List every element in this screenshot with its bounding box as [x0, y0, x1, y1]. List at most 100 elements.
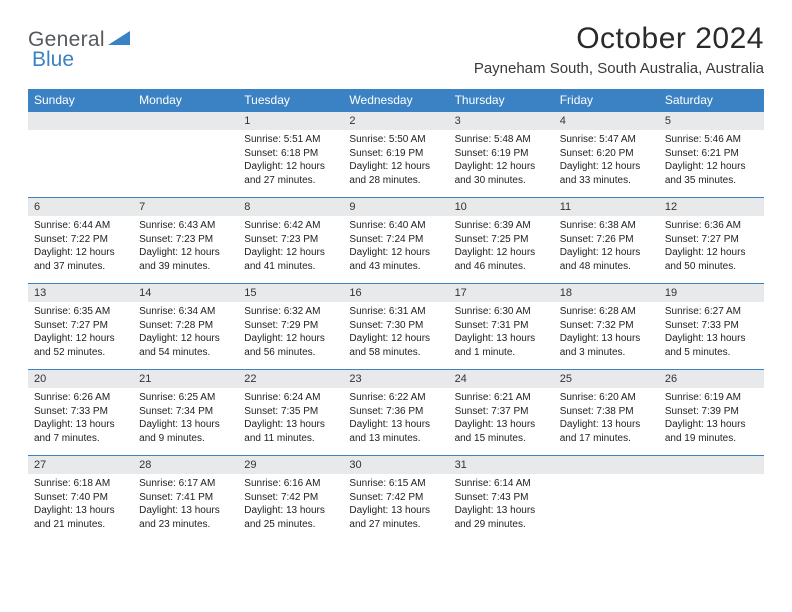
day-details: Sunrise: 5:51 AMSunset: 6:18 PMDaylight:… [238, 130, 343, 193]
day-number: 13 [28, 283, 133, 302]
day-number: 30 [343, 455, 448, 474]
sunrise-line: Sunrise: 6:15 AM [349, 478, 425, 489]
sunset-line: Sunset: 7:28 PM [139, 320, 213, 331]
sunrise-line: Sunrise: 6:40 AM [349, 220, 425, 231]
day-number: 25 [554, 369, 659, 388]
day-number: 11 [554, 197, 659, 216]
day-details: Sunrise: 6:44 AMSunset: 7:22 PMDaylight:… [28, 216, 133, 279]
day-details: Sunrise: 6:15 AM Sunset: 7:42 PM Daylight:… [343, 474, 448, 537]
calendar-day-cell: 21Sunrise: 6:25 AMSunset: 7:34 PMDayligh… [133, 369, 238, 455]
daylight-line: Daylight: 12 hours and 37 minutes. [34, 247, 115, 272]
daylight-line: Daylight: 13 hours and 15 minutes. [455, 419, 536, 444]
sunset-line: Sunset: 7:24 PM [349, 234, 423, 245]
sunset-line: Sunset: 7:31 PM [455, 320, 529, 331]
calendar-week-row: 27Sunrise: 6:18 AMSunset: 7:40 PMDayligh… [28, 455, 764, 541]
day-number: 17 [449, 283, 554, 302]
sunset-line: Sunset: 7:27 PM [665, 234, 739, 245]
daylight-line: Daylight: 12 hours and 27 minutes. [244, 161, 325, 186]
sunrise-line: Sunrise: 6:17 AM [139, 478, 215, 489]
calendar-day-cell: 9Sunrise: 6:40 AMSunset: 7:24 PMDaylight… [343, 197, 448, 283]
day-number: 2 [343, 111, 448, 130]
daylight-line: Daylight: 13 hours and 7 minutes. [34, 419, 115, 444]
daylight-line: Daylight: 12 hours and 54 minutes. [139, 333, 220, 358]
sunset-line: Sunset: 7:25 PM [455, 234, 529, 245]
daylight-line: Daylight: 12 hours and 39 minutes. [139, 247, 220, 272]
day-details: Sunrise: 6:28 AMSunset: 7:32 PMDaylight:… [554, 302, 659, 365]
day-number: 3 [449, 111, 554, 130]
sunrise-line: Sunrise: 6:24 AM [244, 392, 320, 403]
sunset-line: Sunset: 7:23 PM [244, 234, 318, 245]
sunrise-line: Sunrise: 6:26 AM [34, 392, 110, 403]
daylight-line: Daylight: 13 hours and 27 minutes. [349, 505, 430, 530]
calendar-day-cell: 28Sunrise: 6:17 AMSunset: 7:41 PMDayligh… [133, 455, 238, 541]
day-number: 18 [554, 283, 659, 302]
sunrise-line: Sunrise: 6:18 AM [34, 478, 110, 489]
daylight-line: Daylight: 13 hours and 13 minutes. [349, 419, 430, 444]
calendar-day-cell: 15Sunrise: 6:32 AMSunset: 7:29 PMDayligh… [238, 283, 343, 369]
calendar-body: 1Sunrise: 5:51 AMSunset: 6:18 PMDaylight… [28, 111, 764, 541]
page-title: October 2024 [474, 22, 764, 56]
calendar-day-cell: 16Sunrise: 6:31 AMSunset: 7:30 PMDayligh… [343, 283, 448, 369]
sunrise-line: Sunrise: 6:25 AM [139, 392, 215, 403]
calendar-day-cell: 7Sunrise: 6:43 AMSunset: 7:23 PMDaylight… [133, 197, 238, 283]
daylight-line: Daylight: 13 hours and 1 minute. [455, 333, 536, 358]
sunset-line: Sunset: 7:33 PM [34, 406, 108, 417]
day-number: 15 [238, 283, 343, 302]
daylight-line: Daylight: 12 hours and 41 minutes. [244, 247, 325, 272]
calendar-day-cell: 1Sunrise: 5:51 AMSunset: 6:18 PMDaylight… [238, 111, 343, 197]
sunrise-line: Sunrise: 5:50 AM [349, 134, 425, 145]
sunrise-line: Sunrise: 6:31 AM [349, 306, 425, 317]
sunrise-line: Sunrise: 6:21 AM [455, 392, 531, 403]
calendar-day-cell: 20Sunrise: 6:26 AMSunset: 7:33 PMDayligh… [28, 369, 133, 455]
brand-triangle-icon [108, 29, 132, 52]
sunrise-line: Sunrise: 5:47 AM [560, 134, 636, 145]
day-details: Sunrise: 6:39 AMSunset: 7:25 PMDaylight:… [449, 216, 554, 279]
sunset-line: Sunset: 7:26 PM [560, 234, 634, 245]
calendar-day-cell: 10Sunrise: 6:39 AMSunset: 7:25 PMDayligh… [449, 197, 554, 283]
daylight-line: Daylight: 13 hours and 19 minutes. [665, 419, 746, 444]
sunset-line: Sunset: 7:27 PM [34, 320, 108, 331]
day-number: 19 [659, 283, 764, 302]
calendar-day-cell: 11Sunrise: 6:38 AMSunset: 7:26 PMDayligh… [554, 197, 659, 283]
day-number: 4 [554, 111, 659, 130]
daylight-line: Daylight: 12 hours and 30 minutes. [455, 161, 536, 186]
day-details: Sunrise: 6:19 AMSunset: 7:39 PMDaylight:… [659, 388, 764, 451]
day-number: 29 [238, 455, 343, 474]
sunrise-line: Sunrise: 6:34 AM [139, 306, 215, 317]
sunrise-line: Sunrise: 6:32 AM [244, 306, 320, 317]
day-number: 14 [133, 283, 238, 302]
daylight-line: Daylight: 12 hours and 52 minutes. [34, 333, 115, 358]
day-details: Sunrise: 5:47 AMSunset: 6:20 PMDaylight:… [554, 130, 659, 193]
day-details: Sunrise: 6:43 AMSunset: 7:23 PMDaylight:… [133, 216, 238, 279]
sunset-line: Sunset: 7:38 PM [560, 406, 634, 417]
calendar-week-row: 6Sunrise: 6:44 AMSunset: 7:22 PMDaylight… [28, 197, 764, 283]
day-details: Sunrise: 6:21 AM Sunset: 7:37 PM Daylight:… [449, 388, 554, 451]
calendar-table: Sunday Monday Tuesday Wednesday Thursday… [28, 89, 764, 541]
calendar-day-cell: 6Sunrise: 6:44 AMSunset: 7:22 PMDaylight… [28, 197, 133, 283]
day-details: Sunrise: 6:30 AMSunset: 7:31 PMDaylight:… [449, 302, 554, 365]
day-number: 23 [343, 369, 448, 388]
empty-daynum [554, 455, 659, 474]
calendar-day-cell: 26Sunrise: 6:19 AMSunset: 7:39 PMDayligh… [659, 369, 764, 455]
sunset-line: Sunset: 7:42 PM [349, 492, 423, 503]
daylight-line: Daylight: 13 hours and 29 minutes. [455, 505, 536, 530]
sunrise-line: Sunrise: 6:16 AM [244, 478, 320, 489]
empty-daynum [28, 111, 133, 130]
day-details: Sunrise: 5:46 AMSunset: 6:21 PMDaylight:… [659, 130, 764, 193]
day-number: 28 [133, 455, 238, 474]
sunset-line: Sunset: 7:37 PM [455, 406, 529, 417]
daylight-line: Daylight: 13 hours and 25 minutes. [244, 505, 325, 530]
day-number: 6 [28, 197, 133, 216]
calendar-empty-cell [659, 455, 764, 541]
weekday-header: Saturday [659, 89, 764, 111]
calendar-week-row: 1Sunrise: 5:51 AMSunset: 6:18 PMDaylight… [28, 111, 764, 197]
daylight-line: Daylight: 13 hours and 23 minutes. [139, 505, 220, 530]
header: General October 2024 Payneham South, Sou… [28, 22, 764, 77]
sunset-line: Sunset: 6:20 PM [560, 148, 634, 159]
day-details: Sunrise: 6:35 AMSunset: 7:27 PMDaylight:… [28, 302, 133, 365]
day-number: 9 [343, 197, 448, 216]
daylight-line: Daylight: 12 hours and 35 minutes. [665, 161, 746, 186]
sunset-line: Sunset: 7:35 PM [244, 406, 318, 417]
sunset-line: Sunset: 6:19 PM [455, 148, 529, 159]
daylight-line: Daylight: 12 hours and 58 minutes. [349, 333, 430, 358]
